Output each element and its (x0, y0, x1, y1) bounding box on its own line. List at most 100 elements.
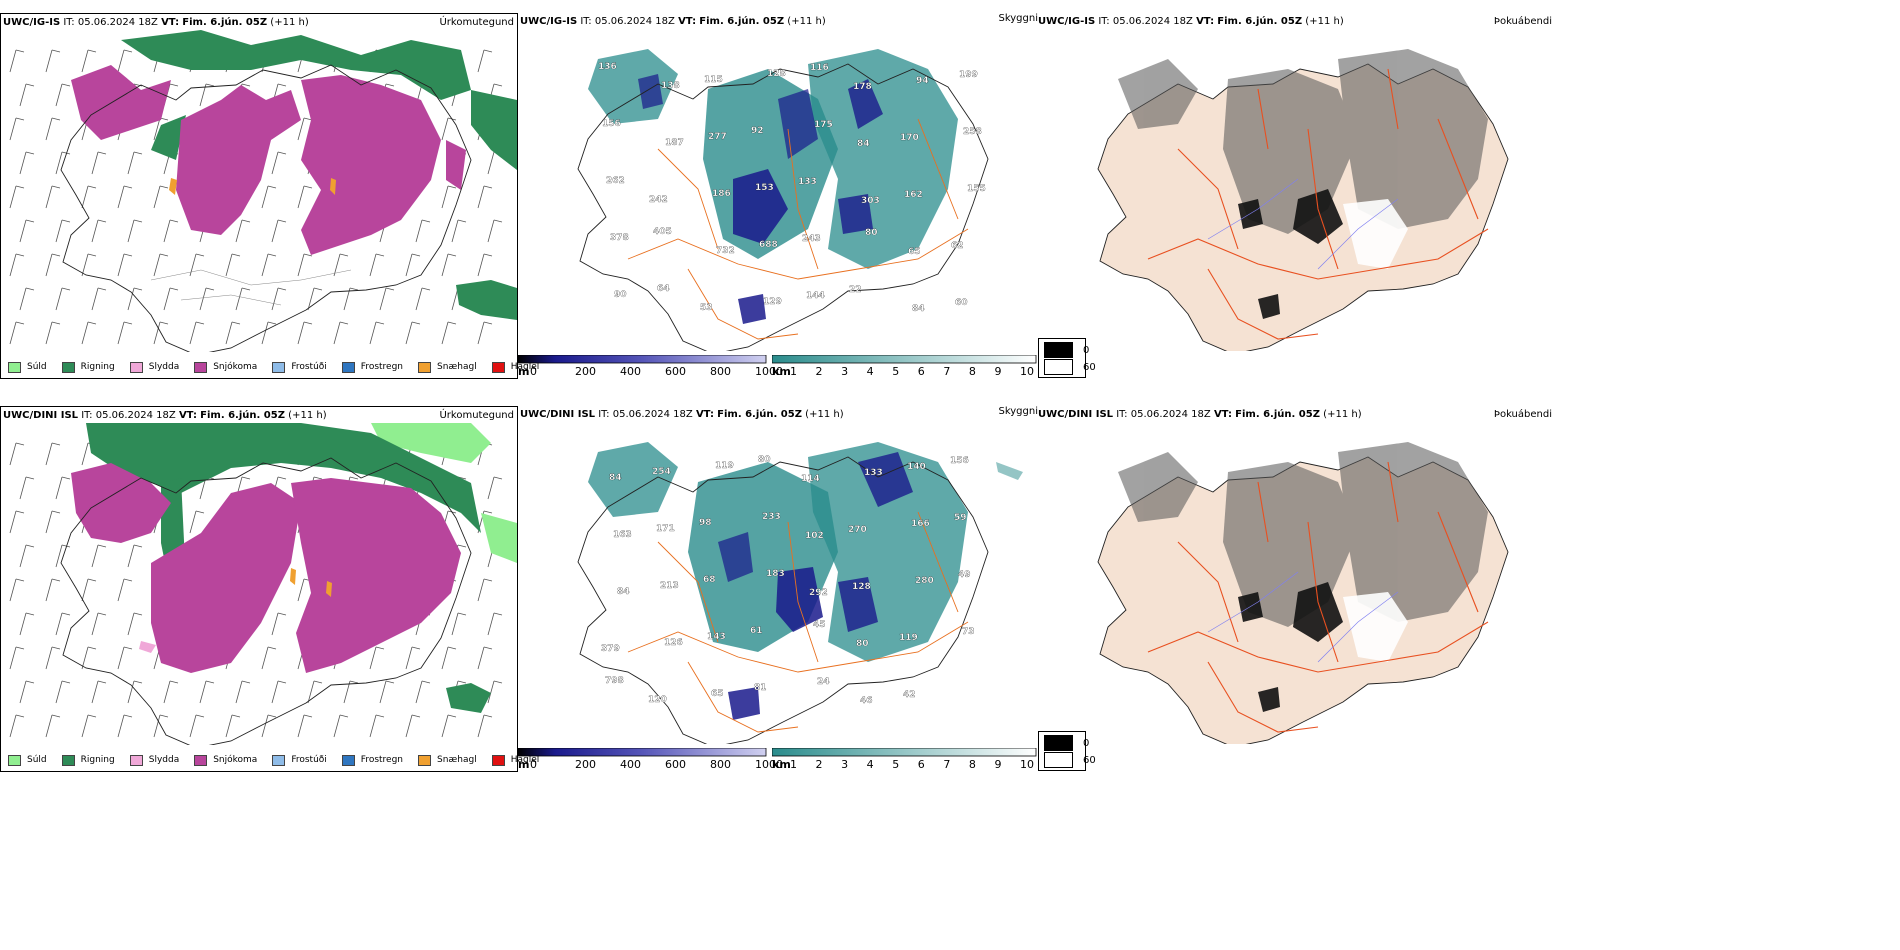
colorbar-tick: 8 (968, 758, 976, 771)
legend-swatch (272, 361, 286, 373)
legend-item: Snæhagl (418, 361, 477, 373)
cloud-base-label: 199 (959, 70, 978, 80)
precip-map-dini (1, 423, 517, 745)
colorbar-m: m 0 200 400 600 800 1000 (518, 355, 783, 379)
colorbar-tick: 2 (815, 758, 823, 771)
cloud-base-label: 166 (911, 519, 930, 529)
cloud-base-label: 49 (958, 570, 971, 580)
legend-swatch (61, 754, 75, 766)
valid-time: Fim. 6.jún. 05Z (1217, 16, 1303, 27)
legend-item: Frostregn (341, 361, 404, 373)
colorbar-tick: 200 (575, 365, 596, 378)
model-name: UWC/IG-IS (520, 16, 578, 27)
colorbar-m: m 0 200 400 600 800 1000 (518, 748, 783, 772)
cloud-base-label: 732 (716, 246, 735, 256)
cloud-base-label: 128 (852, 582, 871, 592)
colorbar-tick: 5 (892, 365, 900, 378)
model-name: UWC/IG-IS (3, 17, 61, 28)
colorbar-tick: 0 (530, 365, 537, 378)
vis-title: Skyggni (998, 13, 1038, 24)
colorbar-tick: 800 (710, 758, 731, 771)
cloud-base-label: 81 (754, 683, 767, 693)
legend-label: Frostúði (291, 755, 327, 765)
colorbar-unit: km (772, 758, 791, 771)
init-time: 05.06.2024 18Z (77, 17, 158, 28)
fog-index-panel-ig: UWC/IG-IS IT: 05.06.2024 18Z VT: Fim. 6.… (1038, 13, 1558, 379)
legend-label: Snæhagl (437, 362, 477, 372)
cloud-base-label: 64 (657, 284, 670, 294)
panel-title: Úrkomutegund (439, 410, 514, 421)
cloud-base-label: 798 (605, 676, 624, 686)
panel-header: UWC/IG-IS IT: 05.06.2024 18Z VT: Fim. 6.… (520, 16, 826, 27)
colorbar-unit: m (518, 365, 530, 378)
cloud-base-labels: 136 138 115 128 116 178 94 199 156 187 277 92 175 84 1… (598, 62, 986, 314)
colorbar-tick: 7 (943, 758, 951, 771)
panel-header: UWC/DINI ISL IT: 05.06.2024 18Z VT: Fim.… (520, 409, 844, 420)
legend-swatch (129, 361, 143, 373)
cloud-base-label: 277 (708, 132, 727, 142)
cloud-base-label: 292 (809, 588, 828, 598)
row-dini: UWC/DINI ISL IT: 05.06.2024 18Z VT: Fim.… (0, 393, 1900, 868)
cloud-base-label: 136 (598, 62, 617, 72)
snow-area (71, 463, 461, 673)
cloud-base-label: 80 (856, 639, 869, 649)
colorbar-tick: 3 (841, 758, 849, 771)
legend-label: Slydda (148, 755, 180, 765)
cloud-base-label: 98 (699, 518, 712, 528)
cloud-base-label: 183 (766, 569, 785, 579)
cloud-base-label: 90 (614, 290, 627, 300)
cloud-base-label: 42 (903, 690, 916, 700)
contours (150, 269, 352, 306)
precip-type-legend: Súld Rigning Slydda Snjókoma Frostúði Frostre… (1, 749, 547, 771)
legend-item: Slydda (129, 754, 180, 766)
cloud-base-panel-dini: UWC/DINI ISL IT: 05.06.2024 18Z VT: Fim.… (518, 406, 1038, 772)
cloud-base-label: 84 (912, 304, 925, 314)
cloud-base-label: 59 (954, 513, 967, 523)
cloud-base-label: 379 (601, 644, 620, 654)
colorbar-tick: 9 (994, 758, 1002, 771)
init-time: 05.06.2024 18Z (95, 410, 176, 421)
legend-label: Súld (27, 755, 47, 765)
vis-title: Skyggni (998, 406, 1038, 417)
legend-item: Rigning (61, 754, 115, 766)
cloud-base-label: 84 (609, 473, 622, 483)
colorbar-tick: 600 (665, 758, 686, 771)
cloud-base-label: 233 (762, 512, 781, 522)
legend-item: Frostúði (272, 361, 327, 373)
colorbar-tick: 3 (841, 365, 849, 378)
model-name: UWC/DINI ISL (1038, 409, 1114, 420)
cloud-base-label: 115 (704, 75, 723, 85)
legend-item: Frostúði (272, 754, 327, 766)
legend-label: Rigning (80, 755, 115, 765)
cloud-base-label: 102 (805, 531, 824, 541)
model-name: UWC/DINI ISL (520, 409, 596, 420)
fog-legend-white-swatch (1044, 359, 1073, 375)
cloud-base-label: 262 (606, 176, 625, 186)
legend-item: Súld (8, 361, 47, 373)
legend-swatch (418, 754, 432, 766)
colorbar-tick: 600 (665, 365, 686, 378)
cloud-base-label: 242 (649, 195, 668, 205)
colorbar-tick: 4 (866, 758, 874, 771)
cloud-base-label: 163 (613, 530, 632, 540)
legend-label: Frostúði (291, 362, 327, 372)
cloud-base-label: 53 (700, 303, 713, 313)
legend-label: Frostregn (360, 362, 404, 372)
cloud-base-label: 140 (907, 462, 926, 472)
cloud-base-label: 243 (802, 234, 821, 244)
lead-time: (+11 h) (805, 409, 844, 420)
cloud-base-label: 45 (813, 620, 826, 630)
legend-item: Slydda (129, 361, 179, 373)
colorbar-ticks: 1 2 3 4 5 6 7 8 9 10 (790, 365, 1034, 379)
legend-label: Haglél (510, 755, 540, 765)
cloud-base-label: 46 (860, 696, 873, 706)
cloud-base-label: 68 (703, 575, 716, 585)
cloud-base-label: 128 (767, 69, 786, 79)
cloud-base-label: 61 (750, 626, 763, 636)
row-ig: UWC/IG-IS IT: 05.06.2024 18Z VT: Fim. 6.… (0, 13, 1558, 379)
cloud-base-label: 155 (967, 184, 986, 194)
fog-map-dini (1038, 422, 1558, 744)
cloud-base-label: 162 (904, 190, 923, 200)
cloud-base-label: 94 (916, 76, 929, 86)
fog-legend: 0 60 (1038, 731, 1096, 771)
